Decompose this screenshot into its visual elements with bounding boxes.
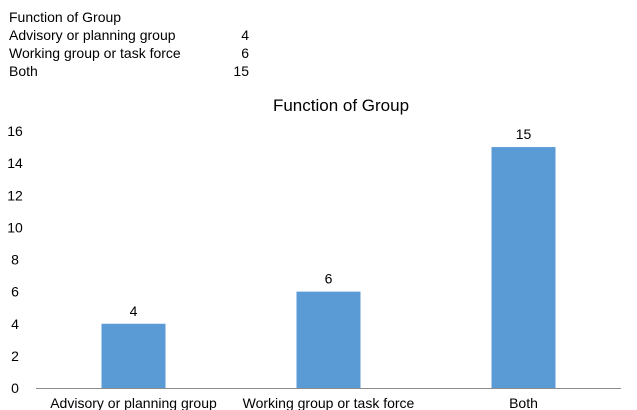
table-row-label: Both (9, 63, 38, 79)
table-row-value: 4 (241, 27, 249, 43)
y-tick-label: 0 (11, 380, 19, 396)
table-title: Function of Group (9, 9, 122, 25)
table-row-value: 15 (233, 63, 249, 79)
table-row-label: Working group or task force (9, 45, 181, 61)
bar (101, 323, 166, 388)
y-tick-label: 8 (11, 252, 19, 268)
y-tick-label: 14 (7, 155, 23, 171)
table-row: Advisory or planning group 4 (9, 26, 249, 44)
table-row: Both 15 (9, 62, 249, 80)
y-tick-label: 4 (11, 316, 19, 332)
table-row: Working group or task force 6 (9, 44, 249, 62)
y-tick-label: 16 (7, 123, 23, 139)
x-axis-labels: Advisory or planning group Working group … (50, 395, 538, 410)
x-tick-label: Working group or task force (243, 395, 415, 410)
x-tick-label: Both (509, 395, 538, 410)
y-tick-label: 12 (7, 187, 23, 203)
x-tick-label: Advisory or planning group (50, 395, 217, 410)
data-labels: 4 6 15 (130, 126, 532, 319)
bars (101, 147, 556, 388)
bar-data-label: 4 (130, 303, 138, 319)
y-axis-ticks: 0 2 4 6 8 10 12 14 16 (7, 123, 23, 396)
table-row-label: Advisory or planning group (9, 27, 176, 43)
y-tick-label: 2 (11, 348, 19, 364)
y-tick-label: 6 (11, 284, 19, 300)
chart-title: Function of Group (273, 96, 409, 115)
bar (296, 291, 361, 388)
table-row-value: 6 (241, 45, 249, 61)
bar-data-label: 6 (325, 271, 333, 287)
bar (491, 147, 556, 388)
bar-data-label: 15 (516, 126, 532, 142)
data-table: Function of Group Advisory or planning g… (9, 8, 249, 80)
y-tick-label: 10 (7, 219, 23, 235)
table-title-row: Function of Group (9, 8, 249, 26)
